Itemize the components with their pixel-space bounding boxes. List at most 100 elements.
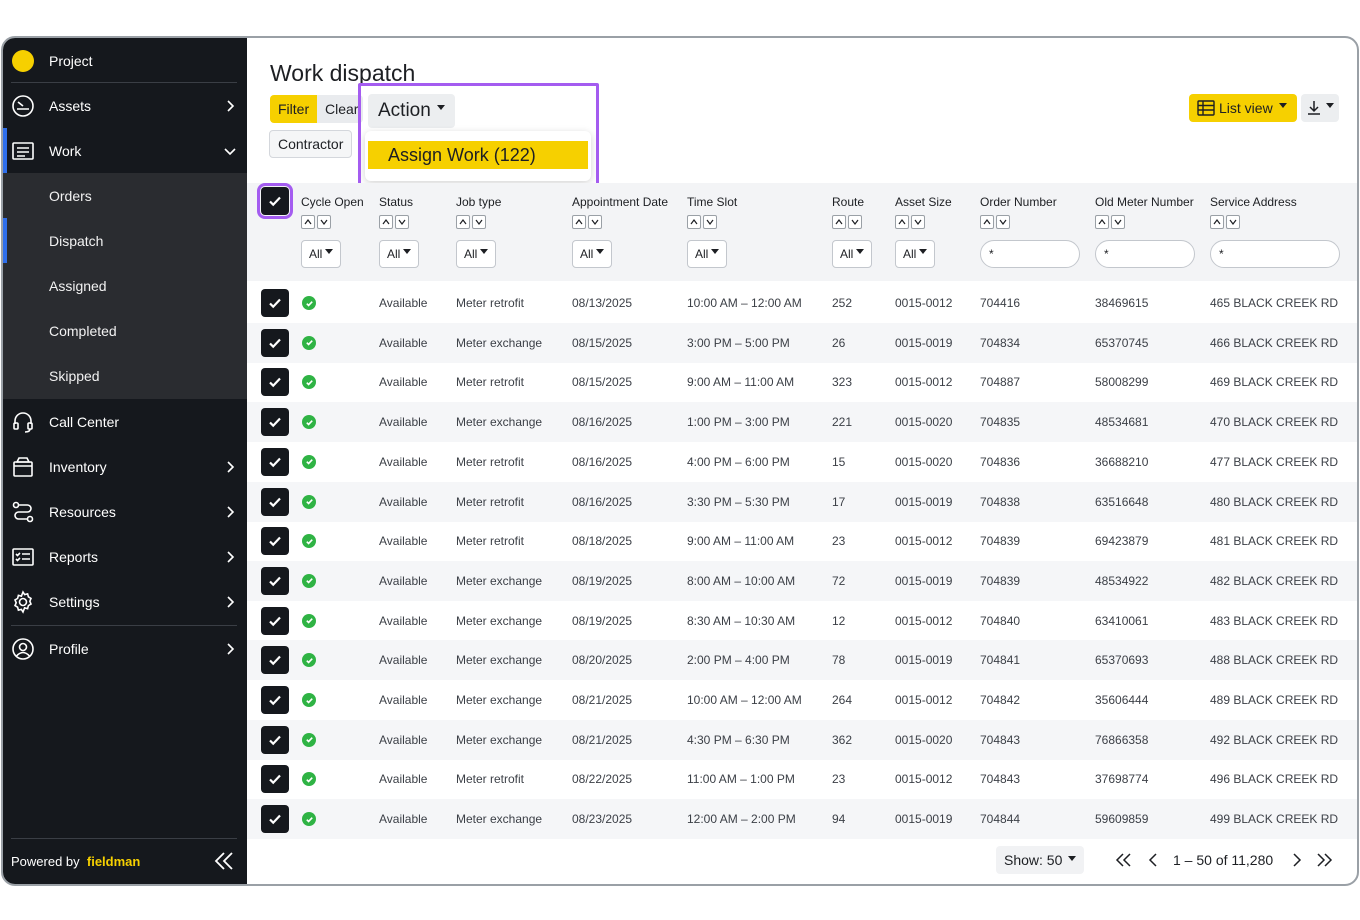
cell-route: 252: [832, 296, 853, 310]
sidebar-item-profile[interactable]: Profile: [3, 626, 247, 671]
sort-descending-icon[interactable]: [395, 215, 409, 229]
sort-descending-icon[interactable]: [317, 215, 331, 229]
sort-ascending-icon[interactable]: [1210, 215, 1224, 229]
row-checkbox[interactable]: [261, 527, 289, 556]
cell-appointment-date: 08/15/2025: [572, 375, 633, 390]
clear-button[interactable]: Clear: [317, 95, 363, 123]
row-checkbox[interactable]: [261, 765, 289, 794]
row-checkbox[interactable]: [261, 805, 289, 834]
sort-ascending-icon[interactable]: [687, 215, 701, 229]
table-row[interactable]: Available Meter retrofit 08/13/2025 10:00 A…: [247, 283, 1357, 323]
cell-route: 17: [832, 494, 846, 509]
sort-ascending-icon[interactable]: [1095, 215, 1109, 229]
row-checkbox[interactable]: [261, 725, 289, 754]
sort-ascending-icon[interactable]: [980, 215, 994, 229]
row-checkbox[interactable]: [261, 408, 289, 437]
filter-button[interactable]: Filter: [270, 95, 318, 123]
sort-descending-icon[interactable]: [588, 215, 602, 229]
sidebar-item-work[interactable]: Work: [3, 128, 247, 173]
table-row[interactable]: Available Meter exchange 08/16/2025 1:00 PM…: [247, 402, 1357, 443]
sidebar-item-reports[interactable]: Reports: [3, 534, 247, 579]
sort-descending-icon[interactable]: [1226, 215, 1240, 229]
sidebar-item-assigned[interactable]: Assigned: [3, 263, 247, 308]
row-checkbox[interactable]: [261, 447, 289, 476]
table-row[interactable]: Available Meter exchange 08/20/2025 2:00 PM…: [247, 640, 1357, 681]
sort-descending-icon[interactable]: [996, 215, 1010, 229]
sidebar-item-completed[interactable]: Completed: [3, 308, 247, 353]
filter-select-time-slot[interactable]: All: [687, 240, 728, 268]
sidebar-item-orders[interactable]: Orders: [3, 173, 247, 218]
row-checkbox[interactable]: [261, 487, 289, 516]
sidebar-item-dispatch[interactable]: Dispatch: [3, 218, 247, 263]
filter-select-route[interactable]: All: [832, 240, 873, 268]
sidebar-item-skipped[interactable]: Skipped: [3, 353, 247, 398]
sort-ascending-icon[interactable]: [379, 215, 393, 229]
sidebar-item-call-center[interactable]: Call Center: [3, 399, 247, 444]
filter-input-order-number[interactable]: *: [980, 240, 1080, 268]
cycle-open-check-icon: [302, 573, 316, 588]
sidebar-item-label: Resources: [49, 503, 116, 520]
table-row[interactable]: Available Meter exchange 08/15/2025 3:00 PM…: [247, 322, 1357, 363]
table-row[interactable]: Available Meter exchange 08/21/2025 4:30 PM…: [247, 719, 1357, 760]
headset-icon: [11, 410, 35, 434]
next-page-icon[interactable]: [1289, 852, 1305, 868]
table-row[interactable]: Available Meter retrofit 08/15/2025 9:00 AM…: [247, 362, 1357, 402]
sidebar-item-project[interactable]: Project: [3, 38, 247, 83]
filter-select-asset-size[interactable]: All: [895, 240, 936, 268]
table-row[interactable]: Available Meter exchange 08/23/2025 12:00 A…: [247, 799, 1357, 840]
last-page-icon[interactable]: [1317, 852, 1333, 868]
row-checkbox[interactable]: [261, 368, 289, 397]
sidebar-item-resources[interactable]: Resources: [3, 489, 247, 534]
contractor-filter-button[interactable]: Contractor: [269, 130, 353, 158]
first-page-icon[interactable]: [1115, 852, 1131, 868]
sort-descending-icon[interactable]: [703, 215, 717, 229]
cell-route: 15: [832, 454, 846, 469]
table-row[interactable]: Available Meter retrofit 08/16/2025 3:30 PM…: [247, 481, 1357, 522]
table-row[interactable]: Available Meter exchange 08/19/2025 8:00 AM…: [247, 560, 1357, 601]
table-row[interactable]: Available Meter retrofit 08/18/2025 9:00 AM…: [247, 521, 1357, 561]
row-checkbox[interactable]: [261, 289, 289, 317]
sort-descending-icon[interactable]: [848, 215, 862, 229]
sidebar-item-assets[interactable]: Assets: [3, 83, 247, 128]
check-icon: [269, 814, 281, 825]
row-checkbox[interactable]: [261, 646, 289, 675]
assign-work-menu-item[interactable]: Assign Work (122): [368, 141, 588, 169]
page-size-select[interactable]: Show: 50: [996, 846, 1085, 874]
filter-input-old-meter-number[interactable]: *: [1095, 240, 1195, 268]
sort-ascending-icon[interactable]: [572, 215, 586, 229]
row-checkbox[interactable]: [261, 686, 289, 714]
select-all-checkbox[interactable]: [261, 187, 289, 215]
filter-select-cycle-open[interactable]: All: [301, 240, 342, 268]
sort-ascending-icon[interactable]: [456, 215, 470, 229]
sort-ascending-icon[interactable]: [895, 215, 909, 229]
row-checkbox[interactable]: [261, 566, 289, 595]
cell-status: Available: [379, 772, 428, 787]
download-button[interactable]: [1301, 94, 1339, 122]
cell-asset-size: 0015-0012: [895, 375, 953, 390]
row-checkbox[interactable]: [261, 328, 289, 357]
check-icon: [269, 616, 281, 626]
sidebar-item-label: Call Center: [49, 413, 120, 430]
sort-controls: [832, 215, 864, 231]
previous-page-icon[interactable]: [1145, 852, 1161, 868]
list-view-button[interactable]: List view: [1189, 94, 1297, 122]
filter-select-status[interactable]: All: [379, 240, 420, 268]
table-row[interactable]: Available Meter retrofit 08/16/2025 4:00 PM…: [247, 442, 1357, 482]
sort-descending-icon[interactable]: [1111, 215, 1125, 229]
collapse-sidebar-icon[interactable]: [213, 850, 235, 872]
filter-select-job-type[interactable]: All: [456, 240, 497, 268]
filter-select-appointment-date[interactable]: All: [572, 240, 613, 268]
sidebar-item-inventory[interactable]: Inventory: [3, 444, 247, 489]
filter-input-service-address[interactable]: *: [1210, 240, 1340, 268]
table-row[interactable]: Available Meter exchange 08/19/2025 8:30 AM…: [247, 601, 1357, 641]
sort-descending-icon[interactable]: [472, 215, 486, 229]
cell-appointment-date: 08/13/2025: [572, 296, 633, 310]
table-row[interactable]: Available Meter exchange 08/21/2025 10:00 A…: [247, 680, 1357, 720]
sidebar-item-settings[interactable]: Settings: [3, 579, 247, 624]
sort-descending-icon[interactable]: [911, 215, 925, 229]
table-row[interactable]: Available Meter retrofit 08/22/2025 11:00 A…: [247, 759, 1357, 799]
sort-ascending-icon[interactable]: [301, 215, 315, 229]
row-checkbox[interactable]: [261, 606, 289, 635]
action-dropdown-button[interactable]: Action: [368, 94, 455, 128]
sort-ascending-icon[interactable]: [832, 215, 846, 229]
